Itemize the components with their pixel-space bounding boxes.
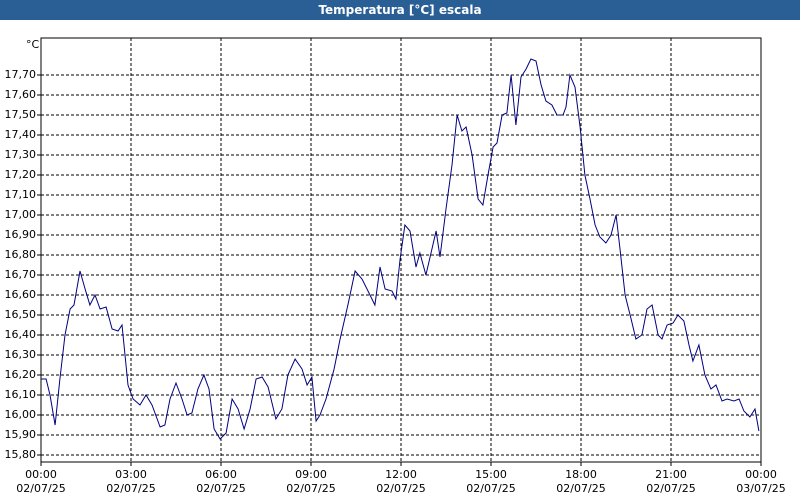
y-tick-label: 16,00 xyxy=(4,408,37,421)
y-tick-label: 17,40 xyxy=(4,128,37,141)
x-tick-label: 09:00 02/07/25 xyxy=(286,468,336,495)
y-tick-label: 17,10 xyxy=(4,188,37,201)
x-tick-label: 21:00 02/07/25 xyxy=(646,468,696,495)
x-tick-label: 12:00 02/07/25 xyxy=(376,468,426,495)
y-tick-label: 17,70 xyxy=(4,68,37,81)
x-tick-label: 15:00 02/07/25 xyxy=(466,468,516,495)
x-tick-label: 00:00 03/07/25 xyxy=(736,468,786,495)
y-tick-label: 16,40 xyxy=(4,328,37,341)
x-tick-label: 03:00 02/07/25 xyxy=(106,468,156,495)
y-tick-label: 15,80 xyxy=(4,448,37,461)
x-tick-label: 18:00 02/07/25 xyxy=(556,468,606,495)
y-tick-label: 17,00 xyxy=(4,208,37,221)
plot-frame xyxy=(40,37,762,463)
y-tick-label: 17,20 xyxy=(4,168,37,181)
y-tick-label: 16,10 xyxy=(4,388,37,401)
temperature-line xyxy=(41,58,760,440)
y-tick-label: 17,60 xyxy=(4,88,37,101)
y-tick-label: 16,90 xyxy=(4,228,37,241)
y-tick-label: 17,30 xyxy=(4,148,37,161)
y-tick-label: 17,50 xyxy=(4,108,37,121)
y-tick-label: 15,90 xyxy=(4,428,37,441)
x-tick-label: 06:00 02/07/25 xyxy=(196,468,246,495)
y-tick-label: 16,80 xyxy=(4,248,37,261)
y-tick-label: 16,70 xyxy=(4,268,37,281)
y-tick-label: 16,50 xyxy=(4,308,37,321)
y-tick-label: 16,20 xyxy=(4,368,37,381)
title-bar: Temperatura [°C] escala xyxy=(0,0,800,20)
y-unit: °C xyxy=(26,38,40,51)
x-tick-label: 00:00 02/07/25 xyxy=(16,468,66,495)
y-tick-label: 16,60 xyxy=(4,288,37,301)
y-tick-label: 16,30 xyxy=(4,348,37,361)
